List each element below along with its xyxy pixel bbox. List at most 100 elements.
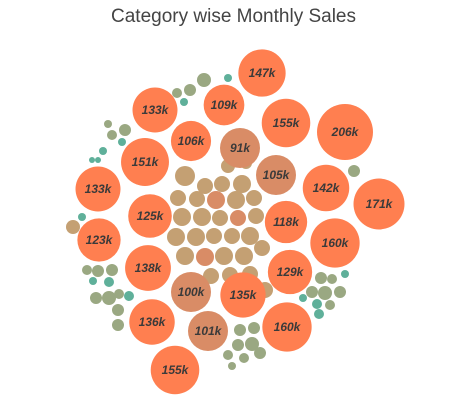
bubble-circle[interactable]	[170, 120, 212, 162]
small-bubble[interactable]	[112, 304, 124, 316]
bubble-circle[interactable]	[203, 84, 245, 126]
bubble-160k[interactable]: 160k	[262, 302, 312, 352]
bubble-136k[interactable]: 136k	[129, 299, 175, 345]
small-bubble[interactable]	[89, 157, 95, 163]
small-bubble[interactable]	[234, 324, 246, 336]
bubble-160k[interactable]: 160k	[310, 218, 360, 268]
bubble-171k[interactable]: 171k	[353, 178, 405, 230]
small-bubble[interactable]	[173, 208, 191, 226]
small-bubble[interactable]	[232, 339, 244, 351]
bubble-circle[interactable]	[302, 164, 350, 212]
small-bubble[interactable]	[254, 240, 270, 256]
small-bubble[interactable]	[228, 362, 236, 370]
bubble-circle[interactable]	[264, 200, 308, 244]
bubble-circle[interactable]	[220, 272, 266, 318]
small-bubble[interactable]	[223, 350, 233, 360]
small-bubble[interactable]	[170, 190, 186, 206]
bubble-129k[interactable]: 129k	[267, 249, 313, 295]
small-bubble[interactable]	[224, 74, 232, 82]
bubble-100k[interactable]: 100k	[171, 272, 211, 312]
small-bubble[interactable]	[233, 175, 251, 193]
bubble-138k[interactable]: 138k	[125, 245, 171, 291]
bubble-118k[interactable]: 118k	[264, 200, 308, 244]
small-bubble[interactable]	[90, 292, 102, 304]
small-bubble[interactable]	[239, 353, 249, 363]
bubble-101k[interactable]: 101k	[188, 311, 228, 351]
bubble-147k[interactable]: 147k	[238, 49, 286, 97]
small-bubble[interactable]	[193, 208, 211, 226]
bubble-circle[interactable]	[171, 272, 211, 312]
small-bubble[interactable]	[241, 227, 259, 245]
small-bubble[interactable]	[254, 347, 266, 359]
small-bubble[interactable]	[318, 286, 332, 300]
small-bubble[interactable]	[82, 265, 92, 275]
small-bubble[interactable]	[327, 274, 337, 284]
bubble-circle[interactable]	[125, 245, 171, 291]
small-bubble[interactable]	[215, 247, 233, 265]
small-bubble[interactable]	[184, 84, 196, 96]
bubble-circle[interactable]	[261, 98, 311, 148]
small-bubble[interactable]	[312, 299, 322, 309]
bubble-circle[interactable]	[238, 49, 286, 97]
small-bubble[interactable]	[172, 88, 182, 98]
bubble-circle[interactable]	[317, 104, 373, 160]
bubble-circle[interactable]	[129, 299, 175, 345]
small-bubble[interactable]	[246, 190, 262, 206]
small-bubble[interactable]	[92, 265, 104, 277]
small-bubble[interactable]	[106, 264, 118, 276]
bubble-circle[interactable]	[353, 178, 405, 230]
small-bubble[interactable]	[112, 319, 124, 331]
small-bubble[interactable]	[196, 248, 214, 266]
small-bubble[interactable]	[314, 309, 324, 319]
small-bubble[interactable]	[230, 210, 246, 226]
bubble-circle[interactable]	[188, 311, 228, 351]
small-bubble[interactable]	[341, 270, 349, 278]
small-bubble[interactable]	[197, 73, 211, 87]
small-bubble[interactable]	[167, 228, 185, 246]
bubble-133k[interactable]: 133k	[75, 166, 121, 212]
small-bubble[interactable]	[189, 191, 205, 207]
bubble-circle[interactable]	[75, 166, 121, 212]
bubble-123k[interactable]: 123k	[77, 218, 121, 262]
small-bubble[interactable]	[227, 191, 245, 209]
bubble-133k[interactable]: 133k	[132, 87, 178, 133]
small-bubble[interactable]	[176, 247, 194, 265]
bubble-circle[interactable]	[262, 302, 312, 352]
small-bubble[interactable]	[214, 176, 230, 192]
small-bubble[interactable]	[248, 322, 260, 334]
small-bubble[interactable]	[180, 98, 188, 106]
small-bubble[interactable]	[306, 286, 318, 298]
small-bubble[interactable]	[104, 277, 114, 287]
small-bubble[interactable]	[334, 286, 346, 298]
small-bubble[interactable]	[235, 247, 253, 265]
bubble-circle[interactable]	[132, 87, 178, 133]
bubble-125k[interactable]: 125k	[128, 194, 172, 238]
bubble-circle[interactable]	[220, 128, 260, 168]
bubble-circle[interactable]	[267, 249, 313, 295]
small-bubble[interactable]	[119, 124, 131, 136]
small-bubble[interactable]	[325, 300, 335, 310]
bubble-circle[interactable]	[256, 155, 296, 195]
small-bubble[interactable]	[95, 157, 101, 163]
bubble-circle[interactable]	[150, 345, 200, 395]
bubble-circle[interactable]	[128, 194, 172, 238]
bubble-105k[interactable]: 105k	[256, 155, 296, 195]
small-bubble[interactable]	[348, 165, 360, 177]
small-bubble[interactable]	[197, 178, 213, 194]
bubble-135k[interactable]: 135k	[220, 272, 266, 318]
bubble-circle[interactable]	[77, 218, 121, 262]
bubble-circle[interactable]	[121, 138, 169, 186]
bubble-206k[interactable]: 206k	[317, 104, 373, 160]
bubble-109k[interactable]: 109k	[203, 84, 245, 126]
small-bubble[interactable]	[315, 272, 327, 284]
small-bubble[interactable]	[89, 277, 97, 285]
small-bubble[interactable]	[99, 147, 107, 155]
small-bubble[interactable]	[66, 220, 80, 234]
small-bubble[interactable]	[245, 337, 259, 351]
small-bubble[interactable]	[175, 166, 195, 186]
small-bubble[interactable]	[224, 228, 240, 244]
small-bubble[interactable]	[187, 228, 205, 246]
bubble-circle[interactable]	[310, 218, 360, 268]
small-bubble[interactable]	[124, 291, 134, 301]
small-bubble[interactable]	[248, 208, 264, 224]
